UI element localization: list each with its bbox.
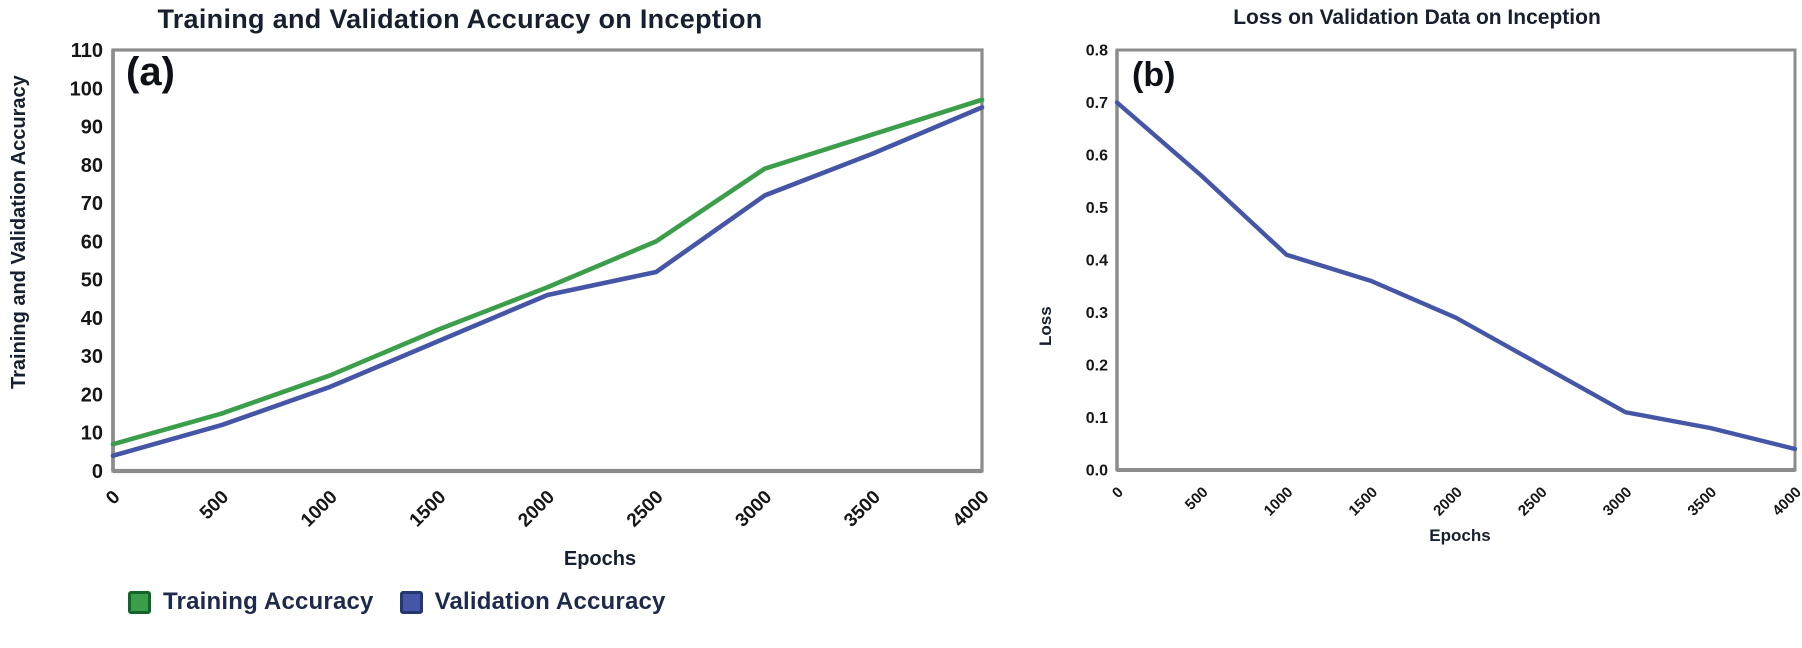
- x-tick-label: 3500: [840, 487, 885, 532]
- legend-item-training-accuracy: Training Accuracy: [128, 588, 374, 616]
- y-tick-label: 0.4: [1086, 253, 1108, 270]
- x-tick-label: 500: [196, 487, 233, 524]
- y-tick-label: 0.8: [1086, 43, 1108, 60]
- y-tick-label: 0.5: [1086, 200, 1108, 217]
- series-line-training-accuracy: [110, 97, 985, 447]
- legend-label-validation-accuracy: Validation Accuracy: [434, 588, 666, 615]
- accuracy-y-axis-label: Training and Validation Accuracy: [8, 75, 30, 390]
- y-tick-label: 80: [81, 155, 103, 177]
- plot-frame: [1115, 48, 1797, 472]
- x-tick-label: 0: [102, 487, 124, 509]
- accuracy-chart-legend: Training Accuracy Validation Accuracy: [128, 588, 666, 616]
- x-tick-label: 0: [1109, 484, 1127, 502]
- loss-chart-title: Loss on Validation Data on Inception: [1233, 6, 1601, 29]
- y-tick-label: 50: [81, 270, 103, 292]
- y-tick-label: 20: [81, 384, 103, 406]
- series-line-validation-accuracy: [110, 105, 985, 458]
- x-tick-label: 3000: [1600, 484, 1636, 520]
- x-tick-label: 2500: [1515, 484, 1551, 520]
- legend-label-training-accuracy: Training Accuracy: [163, 588, 374, 615]
- x-tick-label: 3000: [732, 487, 777, 532]
- x-tick-label: 1000: [1261, 484, 1297, 520]
- x-tick-label: 2500: [623, 487, 668, 532]
- x-tick-label: 500: [1182, 484, 1212, 514]
- loss-x-axis-label: Epochs: [1429, 526, 1491, 545]
- accuracy-x-axis-label: Epochs: [563, 548, 637, 570]
- y-tick-label: 100: [70, 78, 103, 100]
- y-tick-label: 0.2: [1086, 358, 1108, 375]
- y-tick-label: 0.0: [1086, 463, 1108, 480]
- y-tick-label: 0.6: [1086, 148, 1108, 165]
- y-tick-label: 0.7: [1086, 95, 1108, 112]
- x-tick-label: 4000: [949, 487, 994, 532]
- y-tick-label: 10: [81, 423, 103, 445]
- y-tick-label: 70: [81, 193, 103, 215]
- panel-b-annotation: (b): [1132, 56, 1176, 94]
- x-tick-label: 2000: [514, 487, 559, 532]
- accuracy-chart-title: Training and Validation Accuracy on Ince…: [157, 4, 763, 34]
- y-tick-label: 30: [81, 346, 103, 368]
- y-tick-label: 110: [71, 40, 103, 62]
- series-line-loss: [1114, 100, 1798, 452]
- x-tick-label: 1500: [406, 487, 451, 532]
- y-tick-label: 60: [81, 231, 103, 253]
- x-tick-label: 4000: [1769, 484, 1802, 520]
- y-tick-label: 0.3: [1086, 305, 1108, 322]
- x-tick-label: 3500: [1684, 484, 1720, 520]
- x-tick-label: 1500: [1345, 484, 1381, 520]
- x-tick-label: 2000: [1430, 484, 1466, 520]
- y-tick-label: 0: [92, 461, 103, 483]
- validation-accuracy-swatch-icon: [399, 590, 423, 614]
- panel-a-annotation: (a): [126, 50, 175, 94]
- y-tick-label: 40: [81, 308, 103, 330]
- training-accuracy-swatch-icon: [128, 590, 151, 614]
- y-tick-label: 0.1: [1086, 410, 1108, 427]
- legend-item-validation-accuracy: Validation Accuracy: [399, 588, 666, 616]
- y-tick-label: 90: [81, 117, 103, 139]
- loss-y-axis-label: Loss: [1036, 306, 1055, 346]
- x-tick-label: 1000: [297, 487, 342, 532]
